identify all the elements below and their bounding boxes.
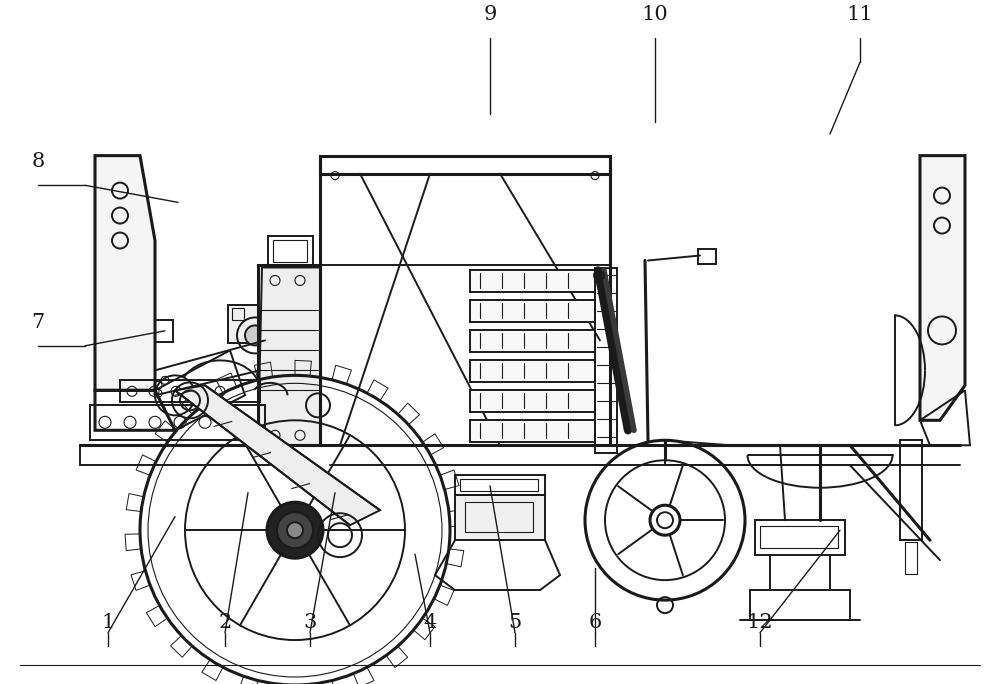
Bar (760, 526, 838, 548)
Text: 6: 6 (588, 614, 602, 633)
Text: 11: 11 (847, 5, 873, 25)
Text: 10: 10 (642, 5, 668, 25)
Text: 1: 1 (101, 614, 115, 633)
Bar (320, 156, 610, 174)
Polygon shape (920, 156, 965, 420)
Bar (455, 475, 545, 495)
Text: 7: 7 (31, 313, 45, 332)
Bar (232, 308, 244, 320)
Bar (460, 479, 538, 491)
Bar (905, 542, 917, 574)
Bar (470, 300, 595, 322)
Bar (698, 248, 716, 265)
Bar (470, 420, 595, 443)
Bar (465, 502, 533, 532)
Text: 4: 4 (423, 614, 437, 633)
Text: 2: 2 (218, 614, 232, 633)
Bar (228, 306, 260, 343)
Bar (470, 270, 595, 293)
Bar (90, 406, 265, 440)
Text: 8: 8 (31, 153, 45, 171)
Bar (470, 330, 595, 352)
Bar (755, 521, 845, 555)
Text: 3: 3 (303, 614, 317, 633)
Bar (470, 391, 595, 412)
Bar (155, 320, 173, 343)
Polygon shape (175, 385, 380, 525)
Bar (258, 265, 320, 445)
Circle shape (287, 522, 303, 538)
Text: 12: 12 (747, 614, 773, 633)
Bar (900, 440, 922, 540)
Bar (455, 495, 545, 540)
Bar (470, 360, 595, 382)
Polygon shape (95, 156, 155, 391)
Bar (273, 239, 307, 261)
Circle shape (267, 502, 323, 558)
Circle shape (277, 512, 313, 548)
Text: 5: 5 (508, 614, 522, 633)
Circle shape (245, 326, 265, 345)
Text: 9: 9 (483, 5, 497, 25)
Bar (595, 269, 617, 453)
Bar (120, 380, 260, 402)
Bar (268, 235, 313, 267)
